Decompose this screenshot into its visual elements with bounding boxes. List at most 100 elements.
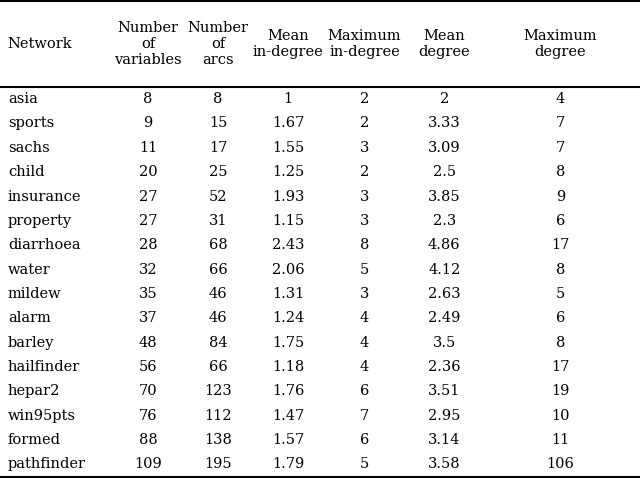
Text: 3: 3 bbox=[360, 141, 369, 155]
Text: 9: 9 bbox=[143, 117, 152, 130]
Text: 3.5: 3.5 bbox=[433, 336, 456, 350]
Text: 3.33: 3.33 bbox=[428, 117, 461, 130]
Text: 19: 19 bbox=[552, 384, 570, 398]
Text: 4.12: 4.12 bbox=[428, 262, 460, 277]
Text: mildew: mildew bbox=[8, 287, 61, 301]
Text: 112: 112 bbox=[204, 409, 232, 423]
Text: diarrhoea: diarrhoea bbox=[8, 238, 81, 252]
Text: sachs: sachs bbox=[8, 141, 49, 155]
Text: sports: sports bbox=[8, 117, 54, 130]
Text: 48: 48 bbox=[139, 336, 157, 350]
Text: 28: 28 bbox=[139, 238, 157, 252]
Text: 2.5: 2.5 bbox=[433, 165, 456, 179]
Text: 56: 56 bbox=[139, 360, 157, 374]
Text: 37: 37 bbox=[139, 311, 157, 326]
Text: 27: 27 bbox=[139, 190, 157, 204]
Text: water: water bbox=[8, 262, 51, 277]
Text: 8: 8 bbox=[556, 262, 565, 277]
Text: hepar2: hepar2 bbox=[8, 384, 60, 398]
Text: 2.3: 2.3 bbox=[433, 214, 456, 228]
Text: 1.76: 1.76 bbox=[272, 384, 305, 398]
Text: Mean
in-degree: Mean in-degree bbox=[253, 29, 323, 59]
Text: 195: 195 bbox=[204, 457, 232, 471]
Text: 15: 15 bbox=[209, 117, 227, 130]
Text: 17: 17 bbox=[552, 238, 570, 252]
Text: 35: 35 bbox=[139, 287, 157, 301]
Text: 1.55: 1.55 bbox=[272, 141, 304, 155]
Text: 68: 68 bbox=[209, 238, 227, 252]
Text: 20: 20 bbox=[139, 165, 157, 179]
Text: 76: 76 bbox=[139, 409, 157, 423]
Text: 4: 4 bbox=[360, 311, 369, 326]
Text: property: property bbox=[8, 214, 72, 228]
Text: 123: 123 bbox=[204, 384, 232, 398]
Text: 5: 5 bbox=[360, 457, 369, 471]
Text: 11: 11 bbox=[139, 141, 157, 155]
Text: asia: asia bbox=[8, 92, 38, 106]
Text: 6: 6 bbox=[360, 433, 369, 447]
Text: Mean
degree: Mean degree bbox=[419, 29, 470, 59]
Text: 3.14: 3.14 bbox=[428, 433, 460, 447]
Text: win95pts: win95pts bbox=[8, 409, 76, 423]
Text: barley: barley bbox=[8, 336, 54, 350]
Text: Number
of
variables: Number of variables bbox=[114, 21, 182, 67]
Text: 11: 11 bbox=[552, 433, 570, 447]
Text: 8: 8 bbox=[213, 92, 223, 106]
Text: 31: 31 bbox=[209, 214, 227, 228]
Text: 7: 7 bbox=[556, 141, 565, 155]
Text: 3: 3 bbox=[360, 214, 369, 228]
Text: 5: 5 bbox=[360, 262, 369, 277]
Text: 2.95: 2.95 bbox=[428, 409, 460, 423]
Text: Maximum
in-degree: Maximum in-degree bbox=[328, 29, 401, 59]
Text: 8: 8 bbox=[556, 336, 565, 350]
Text: 88: 88 bbox=[139, 433, 157, 447]
Text: 8: 8 bbox=[360, 238, 369, 252]
Text: 109: 109 bbox=[134, 457, 162, 471]
Text: 8: 8 bbox=[556, 165, 565, 179]
Text: 2: 2 bbox=[360, 92, 369, 106]
Text: 1: 1 bbox=[284, 92, 292, 106]
Text: formed: formed bbox=[8, 433, 61, 447]
Text: 32: 32 bbox=[139, 262, 157, 277]
Text: 46: 46 bbox=[209, 287, 227, 301]
Text: 2.06: 2.06 bbox=[272, 262, 305, 277]
Text: 1.15: 1.15 bbox=[272, 214, 304, 228]
Text: 2: 2 bbox=[360, 117, 369, 130]
Text: 3.85: 3.85 bbox=[428, 190, 461, 204]
Text: 2: 2 bbox=[440, 92, 449, 106]
Text: 25: 25 bbox=[209, 165, 227, 179]
Text: 138: 138 bbox=[204, 433, 232, 447]
Text: 6: 6 bbox=[556, 214, 565, 228]
Text: 106: 106 bbox=[547, 457, 575, 471]
Text: 2.63: 2.63 bbox=[428, 287, 461, 301]
Text: 1.31: 1.31 bbox=[272, 287, 304, 301]
Text: 17: 17 bbox=[552, 360, 570, 374]
Text: 1.18: 1.18 bbox=[272, 360, 304, 374]
Text: child: child bbox=[8, 165, 44, 179]
Text: 8: 8 bbox=[143, 92, 152, 106]
Text: 1.25: 1.25 bbox=[272, 165, 304, 179]
Text: 1.67: 1.67 bbox=[272, 117, 305, 130]
Text: 4: 4 bbox=[360, 336, 369, 350]
Text: 27: 27 bbox=[139, 214, 157, 228]
Text: 4.86: 4.86 bbox=[428, 238, 461, 252]
Text: 3.58: 3.58 bbox=[428, 457, 461, 471]
Text: 46: 46 bbox=[209, 311, 227, 326]
Text: 2: 2 bbox=[360, 165, 369, 179]
Text: Network: Network bbox=[8, 37, 72, 51]
Text: 70: 70 bbox=[139, 384, 157, 398]
Text: 7: 7 bbox=[360, 409, 369, 423]
Text: 2.49: 2.49 bbox=[428, 311, 460, 326]
Text: 3.51: 3.51 bbox=[428, 384, 460, 398]
Text: 52: 52 bbox=[209, 190, 227, 204]
Text: 7: 7 bbox=[556, 117, 565, 130]
Text: hailfinder: hailfinder bbox=[8, 360, 80, 374]
Text: 4: 4 bbox=[556, 92, 565, 106]
Text: 84: 84 bbox=[209, 336, 227, 350]
Text: 5: 5 bbox=[556, 287, 565, 301]
Text: 6: 6 bbox=[556, 311, 565, 326]
Text: 1.24: 1.24 bbox=[272, 311, 304, 326]
Text: Maximum
degree: Maximum degree bbox=[524, 29, 597, 59]
Text: Number
of
arcs: Number of arcs bbox=[188, 21, 248, 67]
Text: 1.47: 1.47 bbox=[272, 409, 304, 423]
